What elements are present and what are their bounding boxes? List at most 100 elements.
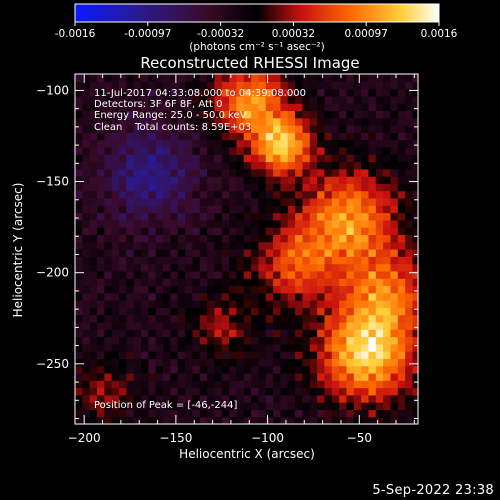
heatmap-cell — [412, 161, 419, 170]
heatmap-cell — [214, 146, 223, 155]
heatmap-cell — [243, 168, 252, 177]
heatmap-cell — [390, 88, 399, 97]
heatmap-cell — [353, 241, 362, 250]
heatmap-cell — [148, 234, 157, 243]
heatmap-cell — [221, 336, 230, 345]
heatmap-cell — [97, 205, 105, 214]
heatmap-cell — [207, 285, 215, 294]
heatmap-cell — [265, 256, 274, 265]
heatmap-cell — [383, 117, 392, 126]
heatmap-cell — [287, 74, 296, 82]
heatmap-cell — [229, 183, 238, 192]
heatmap-cell — [155, 270, 164, 279]
heatmap-cell — [331, 227, 340, 236]
heatmap-cell — [207, 409, 215, 418]
heatmap-cell — [243, 110, 252, 119]
heatmap-cell — [126, 74, 135, 82]
heatmap-cell — [287, 249, 296, 257]
heatmap-cell — [141, 81, 149, 90]
heatmap-cell — [412, 88, 419, 97]
heatmap-cell — [111, 314, 120, 323]
heatmap-cell — [375, 321, 384, 330]
heatmap-cell — [104, 241, 113, 250]
heatmap-cell — [375, 190, 384, 199]
heatmap-cell — [207, 351, 215, 359]
heatmap-cell — [258, 387, 267, 396]
heatmap-cell — [353, 146, 362, 155]
heatmap-cell — [207, 380, 215, 389]
heatmap-cell — [273, 205, 282, 214]
heatmap-cell — [390, 351, 399, 359]
heatmap-cell — [148, 183, 157, 192]
heatmap-cell — [280, 292, 289, 301]
heatmap-cell — [295, 292, 304, 301]
heatmap-cell — [133, 365, 142, 374]
heatmap-cell — [273, 351, 282, 359]
heatmap-cell — [177, 394, 186, 403]
heatmap-cell — [383, 190, 392, 199]
heatmap-cell — [141, 372, 149, 381]
heatmap-cell — [148, 241, 157, 250]
heatmap-cell — [258, 409, 267, 418]
heatmap-cell — [97, 278, 105, 287]
heatmap-cell — [141, 219, 149, 228]
heatmap-cell — [229, 197, 238, 206]
heatmap-cell — [177, 110, 186, 119]
heatmap-cell — [199, 365, 208, 374]
heatmap-cell — [214, 321, 223, 330]
peak-annotation: Position of Peak = [-46,-244] — [94, 400, 238, 411]
heatmap-cell — [258, 256, 267, 265]
heatmap-cell — [141, 183, 149, 192]
heatmap-cell — [170, 241, 179, 250]
heatmap-cell — [280, 74, 289, 82]
heatmap-cell — [280, 329, 289, 338]
heatmap-cell — [89, 212, 98, 221]
heatmap-cell — [148, 270, 157, 279]
heatmap-cell — [265, 212, 274, 221]
heatmap-cell — [82, 387, 91, 396]
heatmap-cell — [236, 190, 245, 199]
heatmap-cell — [390, 372, 399, 381]
heatmap-cell — [82, 256, 91, 265]
heatmap-cell — [368, 285, 377, 294]
heatmap-cell — [82, 336, 91, 345]
heatmap-cell — [111, 183, 120, 192]
heatmap-cell — [192, 95, 201, 104]
heatmap-cell — [397, 409, 406, 418]
heatmap-cell — [368, 249, 377, 257]
heatmap-cell — [339, 343, 348, 352]
heatmap-cell — [111, 205, 120, 214]
heatmap-cell — [383, 380, 392, 389]
heatmap-cell — [119, 365, 127, 374]
heatmap-cell — [126, 278, 135, 287]
heatmap-cell — [251, 329, 260, 338]
heatmap-cell — [97, 227, 105, 236]
heatmap-cell — [82, 285, 91, 294]
heatmap-cell — [185, 212, 193, 221]
heatmap-cell — [82, 343, 91, 352]
heatmap-cell — [148, 343, 157, 352]
heatmap-cell — [375, 154, 384, 163]
heatmap-cell — [258, 227, 267, 236]
heatmap-cell — [324, 241, 333, 250]
heatmap-cell — [163, 103, 171, 112]
heatmap-cell — [177, 117, 186, 126]
heatmap-cell — [280, 380, 289, 389]
heatmap-cell — [361, 139, 370, 148]
heatmap-cell — [339, 321, 348, 330]
heatmap-cell — [133, 300, 142, 308]
heatmap-cell — [104, 117, 113, 126]
heatmap-cell — [133, 307, 142, 316]
heatmap-cell — [148, 292, 157, 301]
heatmap-cell — [236, 125, 245, 133]
heatmap-cell — [170, 197, 179, 206]
heatmap-cell — [383, 139, 392, 148]
heatmap-cell — [346, 256, 355, 265]
heatmap-cell — [412, 387, 419, 396]
heatmap-cell — [221, 307, 230, 316]
heatmap-cell — [177, 139, 186, 148]
heatmap-cell — [302, 372, 311, 381]
heatmap-cell — [346, 110, 355, 119]
heatmap-cell — [236, 416, 245, 425]
heatmap-cell — [133, 394, 142, 403]
